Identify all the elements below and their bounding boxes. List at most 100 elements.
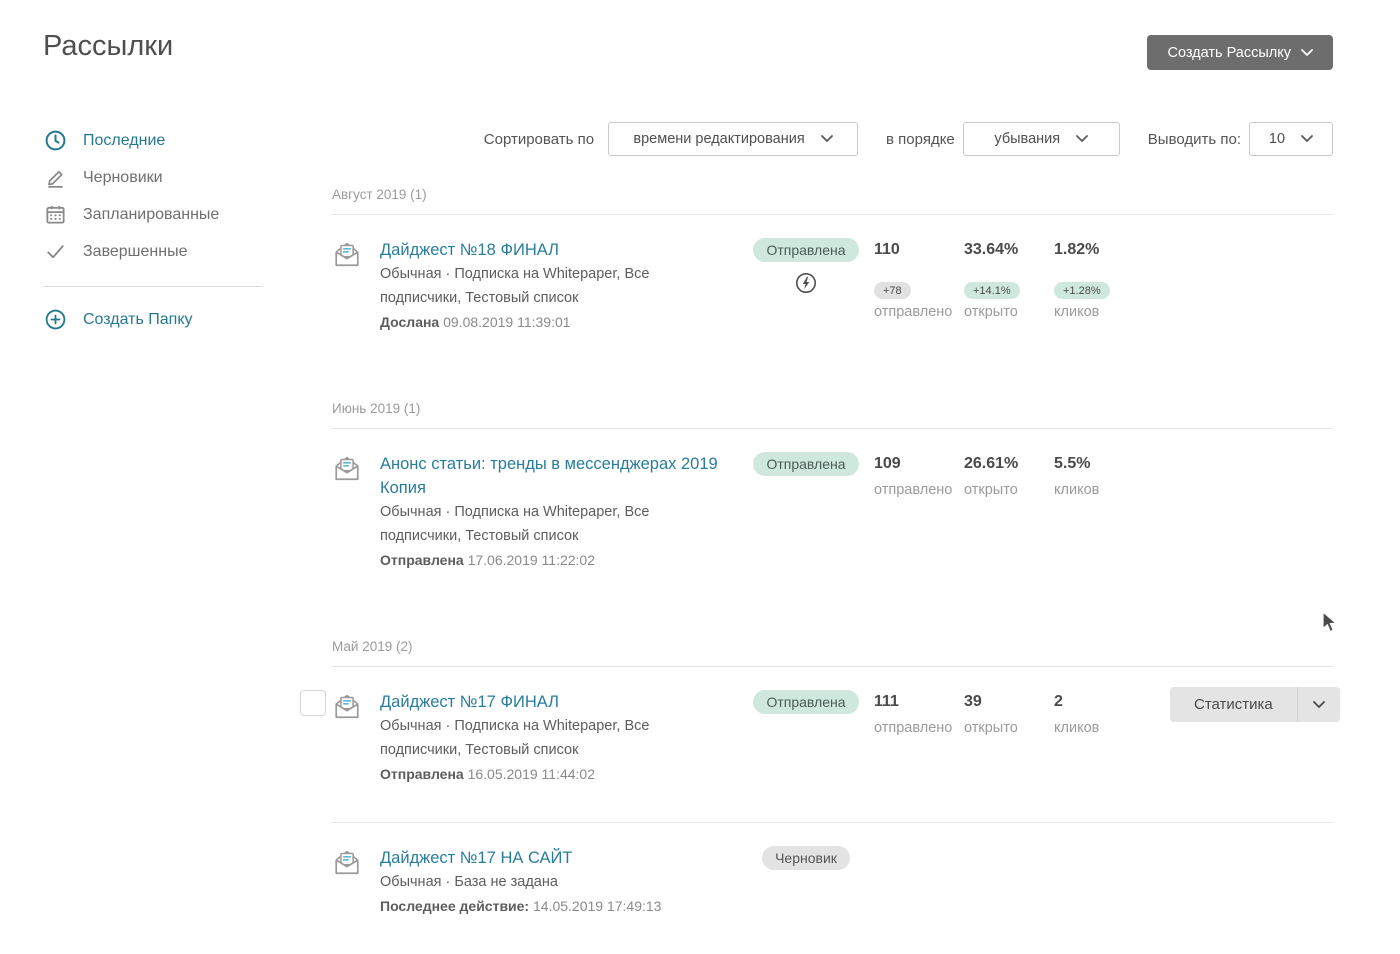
stat-value: 111 — [874, 693, 899, 710]
row-actions: Статистика — [1170, 687, 1340, 722]
envelope-icon — [335, 694, 359, 719]
mailing-row: Дайджест №18 ФИНАЛ Обычная · Подписка на… — [332, 215, 1333, 370]
create-folder-button[interactable]: Создать Папку — [43, 301, 263, 338]
stat-value: 33.64% — [964, 241, 1019, 258]
statistics-dropdown-button[interactable] — [1296, 687, 1340, 722]
create-mailing-button[interactable]: Создать Рассылку — [1147, 35, 1333, 70]
page-title: Рассылки — [43, 30, 174, 62]
stat-value: 2 — [1054, 693, 1063, 710]
sidebar: Последние Черновики Запланированные Заве… — [43, 122, 263, 338]
status-badge: Отправлена — [753, 238, 859, 262]
mailing-row: Дайджест №17 ФИНАЛ Обычная · Подписка на… — [300, 667, 1340, 822]
stat-opened: 33.64% +14.1% открыто — [964, 238, 1054, 323]
stat-label: кликов — [1054, 482, 1100, 498]
sidebar-item-label: Завершенные — [83, 242, 188, 260]
per-page-select[interactable]: 10 — [1249, 122, 1333, 156]
stat-sent: 109 отправлено — [874, 452, 964, 501]
status-badge: Отправлена — [753, 690, 859, 714]
stat-sent: 111 отправлено — [874, 690, 964, 739]
stat-value: 5.5% — [1054, 455, 1091, 472]
mailing-date-value: 16.05.2019 11:44:02 — [467, 766, 596, 782]
sidebar-divider — [43, 286, 263, 287]
mailing-info: Дайджест №17 НА САЙТ Обычная · База не з… — [380, 846, 738, 918]
sidebar-item-label: Черновики — [83, 168, 163, 186]
stat-value: 110 — [874, 241, 900, 258]
sort-toolbar: Сортировать по времени редактирования в … — [332, 122, 1333, 156]
stat-delta-badge: +1.28% — [1054, 282, 1110, 299]
mailing-info: Дайджест №18 ФИНАЛ Обычная · Подписка на… — [380, 238, 738, 334]
group-header-june: Июнь 2019 (1) — [332, 401, 1333, 429]
status-badge: Черновик — [762, 846, 850, 870]
stat-opened: 39 открыто — [964, 690, 1054, 739]
mailing-date-value: 09.08.2019 11:39:01 — [443, 314, 571, 330]
mailing-title-link[interactable]: Дайджест №18 ФИНАЛ — [380, 241, 559, 259]
mailing-description: Обычная · Подписка на Whitepaper, Все по… — [380, 266, 650, 306]
mailing-title-link[interactable]: Анонс статьи: тренды в мессенджерах 2019… — [380, 455, 718, 497]
mailing-title-link[interactable]: Дайджест №17 НА САЙТ — [380, 849, 573, 867]
stat-label: открыто — [964, 482, 1018, 498]
mailing-description: Обычная · Подписка на Whitepaper, Все по… — [380, 718, 650, 758]
stat-label: отправлено — [874, 304, 953, 320]
stat-label: отправлено — [874, 482, 953, 498]
status-column: Черновик — [738, 846, 874, 870]
stat-label: открыто — [964, 304, 1018, 320]
mailing-date-label: Последнее действие: — [380, 898, 530, 914]
sidebar-item-drafts[interactable]: Черновики — [43, 159, 263, 196]
envelope-icon — [335, 242, 359, 267]
mailing-title-link[interactable]: Дайджест №17 ФИНАЛ — [380, 693, 559, 711]
group-header-august: Август 2019 (1) — [332, 187, 1333, 215]
sidebar-item-label: Запланированные — [83, 205, 220, 223]
statistics-button[interactable]: Статистика — [1170, 687, 1297, 722]
status-column: Отправлена — [738, 690, 874, 714]
stat-sent: 110 +78 отправлено — [874, 238, 964, 323]
mailing-date-label: Отправлена — [380, 552, 464, 568]
order-select[interactable]: убывания — [962, 122, 1120, 156]
stat-value: 39 — [964, 693, 982, 710]
mailing-info: Анонс статьи: тренды в мессенджерах 2019… — [380, 452, 738, 572]
order-value: убывания — [994, 131, 1061, 147]
calendar-icon — [43, 203, 67, 227]
mailing-info: Дайджест №17 ФИНАЛ Обычная · Подписка на… — [380, 690, 738, 786]
plus-circle-icon — [43, 308, 67, 332]
stat-label: кликов — [1054, 304, 1100, 320]
order-label: в порядке — [886, 130, 955, 148]
row-checkbox[interactable] — [300, 690, 326, 716]
amp-lightning-icon — [796, 273, 816, 293]
mailing-description: Обычная · База не задана — [380, 874, 558, 890]
mailing-date-value: 17.06.2019 11:22:02 — [467, 552, 596, 568]
mailing-date: Дослана 09.08.2019 11:39:01 — [380, 310, 738, 334]
mailing-description: Обычная · Подписка на Whitepaper, Все по… — [380, 504, 650, 544]
chevron-down-icon — [1301, 135, 1313, 142]
envelope-icon — [335, 850, 359, 875]
chevron-down-icon — [1076, 135, 1089, 142]
stat-delta-badge: +78 — [874, 282, 911, 299]
chevron-down-icon — [1301, 48, 1313, 56]
stat-delta-badge: +14.1% — [964, 282, 1020, 299]
stat-label: кликов — [1054, 720, 1100, 736]
status-column: Отправлена — [738, 452, 874, 476]
pencil-icon — [43, 166, 67, 190]
create-mailing-label: Создать Рассылку — [1167, 44, 1291, 61]
sidebar-item-scheduled[interactable]: Запланированные — [43, 196, 263, 233]
per-page-value: 10 — [1268, 131, 1286, 147]
chevron-down-icon — [820, 135, 833, 142]
group-header-may: Май 2019 (2) — [332, 639, 1333, 667]
sidebar-item-completed[interactable]: Завершенные — [43, 233, 263, 270]
mailing-row: Дайджест №17 НА САЙТ Обычная · База не з… — [332, 822, 1333, 954]
mailing-date-value: 14.05.2019 17:49:13 — [533, 898, 662, 914]
check-icon — [43, 240, 67, 264]
stat-clicks: 2 кликов — [1054, 690, 1170, 739]
mailing-row: Анонс статьи: тренды в мессенджерах 2019… — [332, 429, 1333, 608]
sort-by-select[interactable]: времени редактирования — [608, 122, 859, 156]
mailing-date-label: Дослана — [380, 314, 440, 330]
stat-clicks: 5.5% кликов — [1054, 452, 1170, 501]
mailings-list: Сортировать по времени редактирования в … — [300, 122, 1340, 954]
mailing-date-label: Отправлена — [380, 766, 464, 782]
sidebar-item-label: Последние — [83, 131, 166, 149]
envelope-icon — [335, 456, 359, 481]
stat-clicks: 1.82% +1.28% кликов — [1054, 238, 1170, 323]
mailing-date: Отправлена 16.05.2019 11:44:02 — [380, 762, 738, 786]
stat-label: отправлено — [874, 720, 953, 736]
sidebar-item-recent[interactable]: Последние — [43, 122, 263, 159]
stat-opened: 26.61% открыто — [964, 452, 1054, 501]
